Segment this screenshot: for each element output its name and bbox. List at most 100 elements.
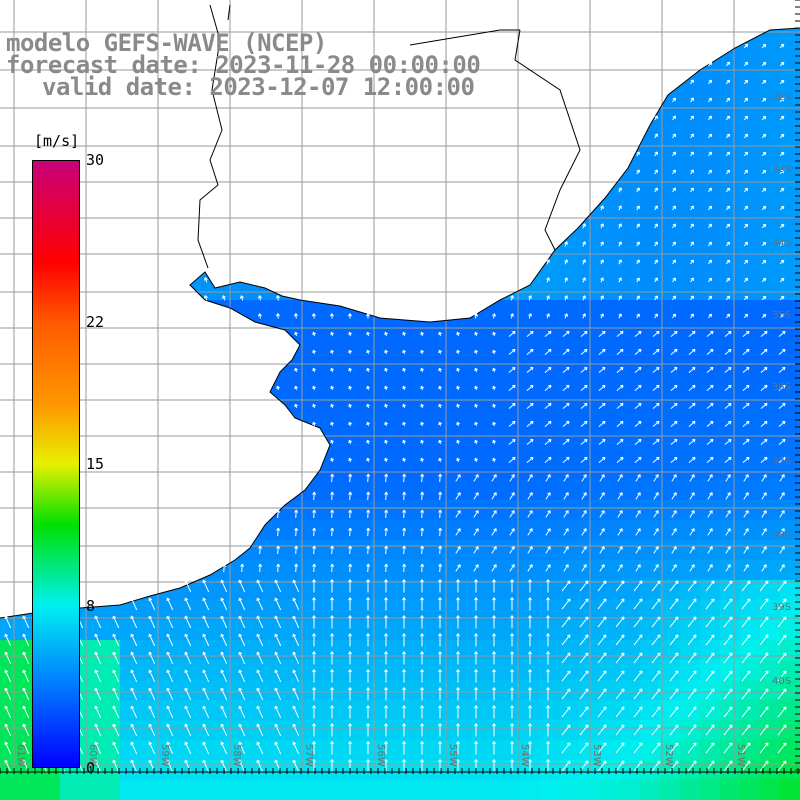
wind-vector-arrow bbox=[474, 313, 478, 319]
wind-vector-arrow bbox=[580, 456, 588, 463]
wind-vector-arrow bbox=[312, 651, 316, 665]
wind-vector-arrow bbox=[474, 457, 479, 463]
wind-vector-arrow bbox=[708, 205, 713, 211]
wind-vector-arrow bbox=[492, 313, 496, 319]
wind-vector-arrow bbox=[562, 366, 570, 373]
wind-vector-arrow bbox=[402, 367, 407, 373]
wind-vector-arrow bbox=[562, 420, 570, 427]
wind-vector-arrow bbox=[759, 652, 769, 664]
wind-speed-cell bbox=[560, 340, 580, 360]
wind-vector-arrow bbox=[544, 438, 552, 445]
wind-speed-cell bbox=[740, 700, 760, 720]
wind-vector-arrow bbox=[420, 491, 425, 501]
wind-speed-cell bbox=[640, 260, 660, 280]
wind-speed-cell bbox=[360, 360, 380, 380]
wind-vector-arrow bbox=[402, 439, 407, 445]
wind-vector-arrow bbox=[705, 634, 715, 646]
wind-vector-arrow bbox=[724, 402, 732, 409]
wind-vector-arrow bbox=[741, 706, 751, 718]
wind-vector-arrow bbox=[112, 759, 120, 773]
longitude-label: 55W bbox=[447, 744, 458, 767]
wind-speed-cell bbox=[520, 640, 540, 660]
wind-speed-cell bbox=[660, 720, 680, 740]
wind-vector-arrow bbox=[312, 527, 317, 537]
wind-speed-cell bbox=[700, 320, 720, 340]
wind-speed-cell bbox=[700, 400, 720, 420]
wind-vector-arrow bbox=[220, 669, 228, 683]
wind-speed-cell bbox=[400, 700, 420, 720]
wind-vector-arrow bbox=[723, 616, 733, 628]
wind-vector-arrow bbox=[22, 705, 30, 719]
wind-speed-cell bbox=[500, 780, 520, 800]
wind-speed-cell bbox=[720, 160, 740, 180]
wind-vector-arrow bbox=[705, 580, 715, 592]
wind-vector-arrow bbox=[402, 615, 406, 629]
wind-speed-cell bbox=[140, 620, 160, 640]
wind-vector-arrow bbox=[330, 759, 334, 773]
wind-vector-arrow bbox=[778, 420, 786, 427]
wind-speed-cell bbox=[660, 740, 680, 760]
wind-speed-cell bbox=[480, 460, 500, 480]
wind-speed-cell bbox=[560, 640, 580, 660]
wind-speed-cell bbox=[700, 620, 720, 640]
wind-speed-cell bbox=[580, 780, 600, 800]
wind-speed-cell bbox=[620, 440, 640, 460]
wind-vector-arrow bbox=[653, 474, 659, 482]
wind-speed-cell bbox=[660, 540, 680, 560]
wind-vector-arrow bbox=[545, 474, 551, 482]
wind-speed-cell bbox=[600, 240, 620, 260]
wind-vector-arrow bbox=[402, 331, 407, 337]
wind-speed-cell bbox=[780, 500, 800, 520]
wind-vector-arrow bbox=[474, 439, 479, 445]
wind-vector-arrow bbox=[761, 43, 767, 49]
wind-vector-arrow bbox=[366, 687, 370, 701]
wind-vector-arrow bbox=[366, 439, 371, 445]
wind-vector-arrow bbox=[706, 330, 714, 337]
wind-vector-arrow bbox=[148, 597, 156, 611]
wind-vector-arrow bbox=[148, 651, 156, 665]
wind-speed-cell bbox=[360, 660, 380, 680]
wind-speed-cell bbox=[740, 620, 760, 640]
wind-vector-arrow bbox=[652, 456, 660, 463]
wind-vector-arrow bbox=[759, 706, 769, 718]
wind-speed-cell bbox=[760, 360, 780, 380]
wind-speed-cell bbox=[640, 680, 660, 700]
wind-speed-cell bbox=[760, 380, 780, 400]
wind-vector-arrow bbox=[148, 741, 156, 755]
wind-speed-cell bbox=[680, 500, 700, 520]
wind-speed-cell bbox=[480, 360, 500, 380]
wind-speed-cell bbox=[420, 340, 440, 360]
wind-vector-arrow bbox=[402, 349, 407, 355]
wind-speed-cell bbox=[480, 380, 500, 400]
longitude-label: 57W bbox=[303, 744, 314, 767]
wind-speed-cell bbox=[280, 540, 300, 560]
wind-vector-arrow bbox=[4, 759, 12, 773]
wind-speed-cell bbox=[540, 320, 560, 340]
wind-vector-arrow bbox=[761, 205, 767, 211]
wind-vector-arrow bbox=[292, 741, 300, 755]
wind-speed-cell bbox=[500, 440, 520, 460]
wind-vector-arrow bbox=[384, 545, 389, 555]
wind-vector-arrow bbox=[633, 652, 643, 664]
wind-vector-arrow bbox=[527, 492, 533, 500]
wind-vector-arrow bbox=[598, 456, 606, 463]
wind-vector-arrow bbox=[420, 741, 424, 755]
wind-vector-arrow bbox=[705, 706, 715, 718]
latitude-label: 32S bbox=[772, 92, 791, 103]
wind-vector-arrow bbox=[564, 241, 568, 247]
wind-vector-arrow bbox=[725, 187, 731, 193]
wind-vector-arrow bbox=[456, 579, 460, 593]
wind-speed-cell bbox=[720, 280, 740, 300]
wind-vector-arrow bbox=[348, 439, 353, 445]
wind-vector-arrow bbox=[330, 509, 335, 519]
wind-vector-arrow bbox=[348, 723, 352, 737]
wind-speed-cell bbox=[540, 280, 560, 300]
wind-speed-cell bbox=[460, 580, 480, 600]
wind-vector-arrow bbox=[670, 438, 678, 445]
wind-speed-cell bbox=[660, 560, 680, 580]
wind-vector-arrow bbox=[617, 510, 623, 518]
wind-speed-cell bbox=[400, 320, 420, 340]
wind-speed-cell bbox=[720, 540, 740, 560]
wind-vector-arrow bbox=[669, 616, 679, 628]
